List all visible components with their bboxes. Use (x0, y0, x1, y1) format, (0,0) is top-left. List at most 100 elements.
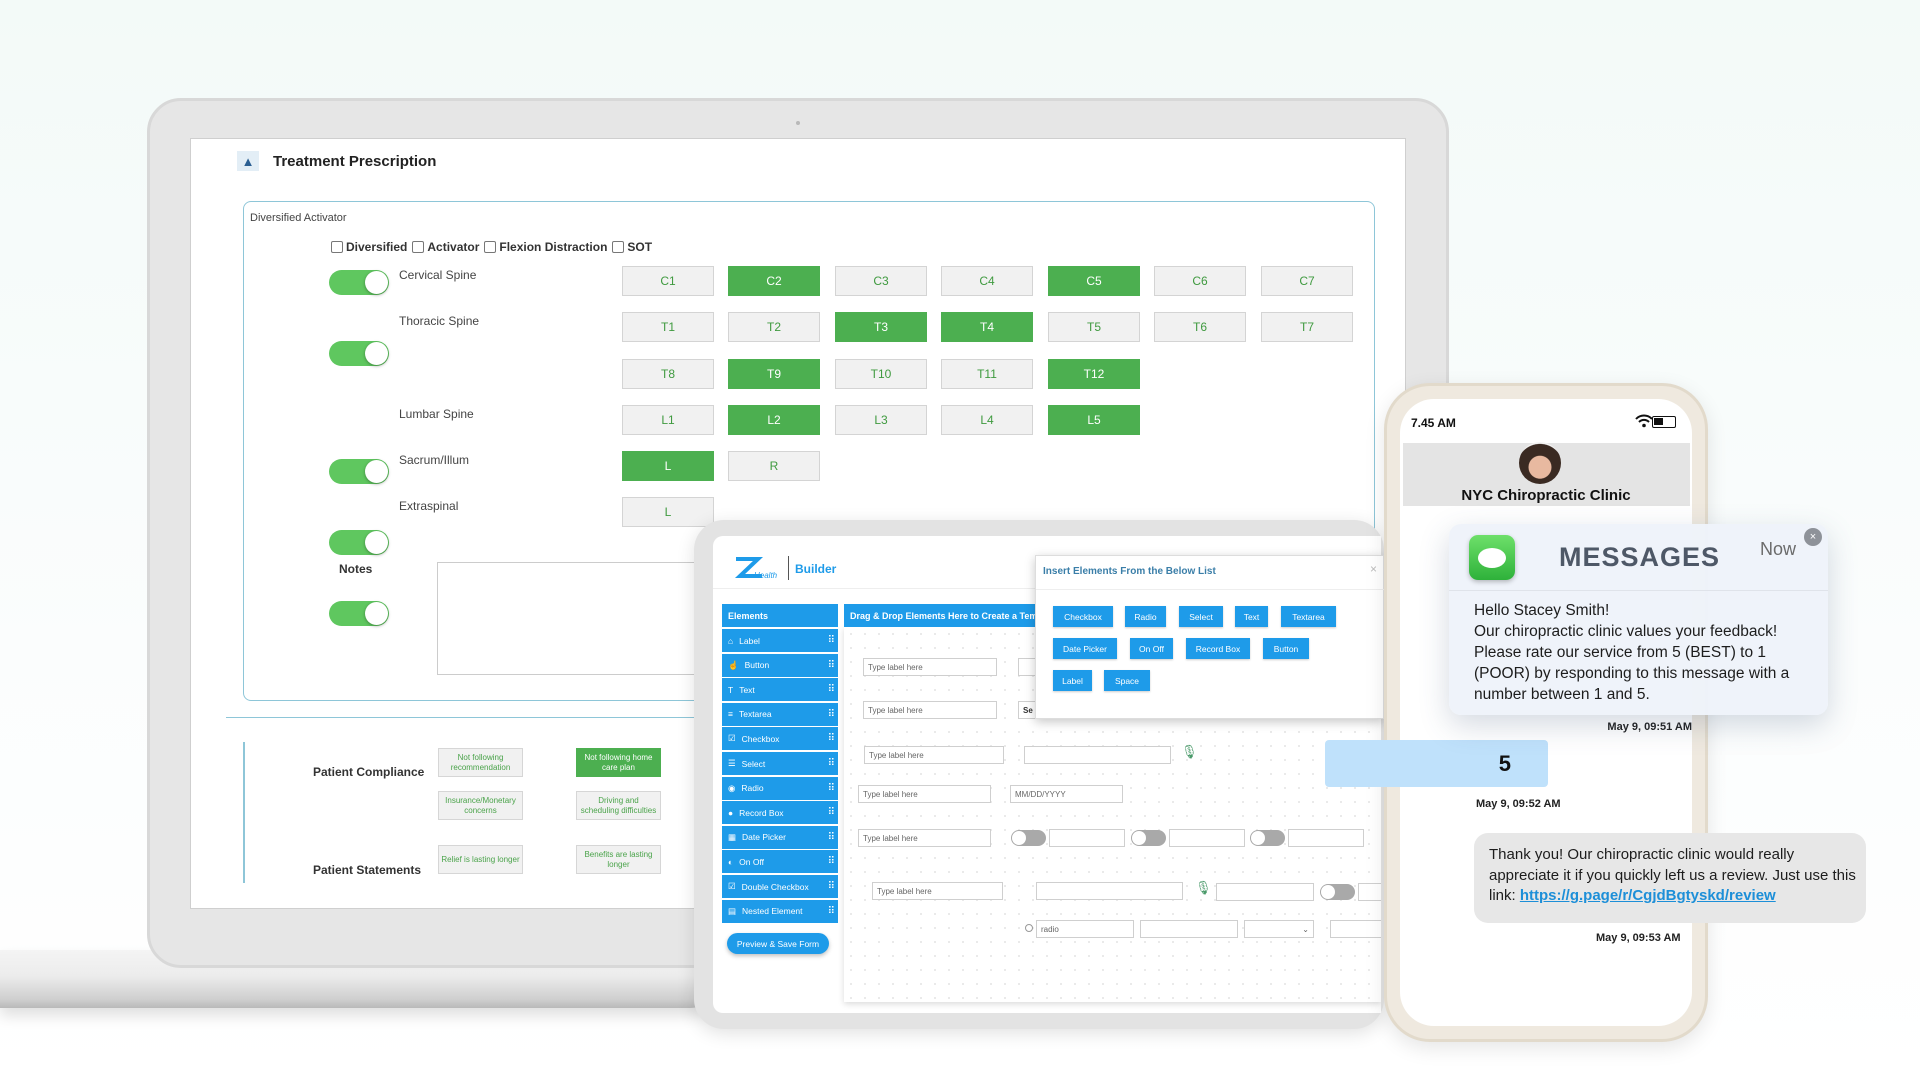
spine-toggle[interactable] (329, 270, 389, 295)
vertebra-button[interactable]: T11 (941, 359, 1033, 389)
notes-textarea[interactable] (437, 562, 737, 675)
label-input[interactable]: Type label here (858, 829, 991, 847)
element-item[interactable]: T Text ⠿ (722, 678, 838, 702)
radio-input[interactable]: radio (1036, 920, 1134, 938)
element-item[interactable]: ▦ Date Picker ⠿ (722, 825, 838, 849)
drag-handle-icon[interactable]: ⠿ (827, 807, 835, 819)
vertebra-button[interactable]: C7 (1261, 266, 1353, 296)
vertebra-button[interactable]: C4 (941, 266, 1033, 296)
vertebra-button[interactable]: C1 (622, 266, 714, 296)
drag-handle-icon[interactable]: ⠿ (827, 733, 835, 745)
vertebra-button[interactable]: T3 (835, 312, 927, 342)
vertebra-button[interactable]: T2 (728, 312, 820, 342)
drag-handle-icon[interactable]: ⠿ (827, 758, 835, 769)
drag-handle-icon[interactable]: ⠿ (827, 831, 835, 843)
element-item[interactable]: ⌂ Label ⠿ (722, 629, 838, 652)
drag-handle-icon[interactable]: ⠿ (827, 684, 835, 696)
insert-on-off-button[interactable]: On Off (1130, 638, 1173, 659)
insert-textarea-button[interactable]: Textarea (1281, 606, 1336, 627)
vertebra-button[interactable]: R (728, 451, 820, 481)
toggle-switch[interactable] (1320, 884, 1355, 900)
vertebra-button[interactable]: L2 (728, 405, 820, 435)
textarea-input[interactable] (1036, 882, 1183, 900)
technique-checkbox[interactable] (484, 241, 497, 253)
spine-toggle[interactable] (329, 530, 389, 555)
element-item[interactable]: ☑ Double Checkbox ⠿ (722, 875, 838, 898)
radio-button[interactable] (1025, 924, 1033, 932)
vertebra-button[interactable]: T12 (1048, 359, 1140, 389)
label-input[interactable]: Type label here (864, 746, 1004, 764)
vertebra-button[interactable]: T6 (1154, 312, 1246, 342)
technique-checkbox[interactable] (331, 241, 343, 253)
element-item[interactable]: ☝ Button ⠿ (722, 653, 838, 677)
vertebra-button[interactable]: L1 (622, 405, 714, 435)
compliance-option[interactable]: Not following home care plan (576, 748, 661, 777)
vertebra-button[interactable]: T5 (1048, 312, 1140, 342)
compliance-option[interactable]: Not following recommendation (438, 748, 523, 777)
technique-checkbox[interactable] (612, 241, 625, 253)
date-input[interactable]: MM/DD/YYYY (1010, 785, 1123, 803)
toggle-switch[interactable] (1131, 830, 1166, 846)
element-item[interactable]: ☑ Checkbox ⠿ (722, 727, 838, 751)
label-input[interactable]: Type label here (872, 882, 1003, 900)
statement-option[interactable]: Benefits are lasting longer (576, 845, 661, 874)
element-item[interactable]: ☰ Select ⠿ (722, 752, 838, 775)
message-notification[interactable]: MESSAGES Now × Hello Stacey Smith! Our ch… (1449, 524, 1828, 715)
vertebra-button[interactable]: T10 (835, 359, 927, 389)
preview-save-button[interactable]: Preview & Save Form (727, 933, 829, 954)
toggle-switch[interactable] (1011, 830, 1046, 846)
insert-button-button[interactable]: Button (1263, 638, 1309, 659)
toggle-label-input[interactable] (1169, 829, 1245, 847)
drag-handle-icon[interactable]: ⠿ (827, 856, 835, 868)
element-item[interactable]: ◉ Radio ⠿ (722, 776, 838, 800)
insert-radio-button[interactable]: Radio (1125, 606, 1166, 627)
vertebra-button[interactable]: L4 (941, 405, 1033, 435)
vertebra-button[interactable]: C5 (1048, 266, 1140, 296)
insert-select-button[interactable]: Select (1179, 606, 1223, 627)
insert-space-button[interactable]: Space (1104, 670, 1150, 691)
element-item[interactable]: ▤ Nested Element ⠿ (722, 899, 838, 923)
vertebra-button[interactable]: T9 (728, 359, 820, 389)
vertebra-button[interactable]: T7 (1261, 312, 1353, 342)
element-item[interactable]: ≡ Textarea ⠿ (722, 702, 838, 726)
close-icon[interactable]: × (1369, 562, 1377, 576)
vertebra-button[interactable]: C2 (728, 266, 820, 296)
drag-handle-icon[interactable]: ⠿ (827, 708, 835, 720)
insert-date-picker-button[interactable]: Date Picker (1053, 638, 1117, 659)
text-input[interactable] (1330, 920, 1381, 938)
chevron-up-icon[interactable]: ▲ (237, 151, 259, 171)
vertebra-button[interactable]: L3 (835, 405, 927, 435)
label-input[interactable]: Type label here (863, 658, 997, 676)
insert-text-button[interactable]: Text (1235, 606, 1268, 627)
vertebra-button[interactable]: L (622, 497, 714, 527)
toggle-label-input[interactable] (1049, 829, 1125, 847)
toggle-switch[interactable] (1250, 830, 1285, 846)
label-input[interactable]: Type label here (858, 785, 991, 803)
spine-toggle[interactable] (329, 601, 389, 626)
text-input[interactable] (1140, 920, 1238, 938)
review-link[interactable]: https://g.page/r/CgjdBgtyskd/review (1519, 887, 1776, 904)
label-input[interactable]: Type label here (863, 701, 997, 719)
insert-record-box-button[interactable]: Record Box (1186, 638, 1250, 659)
drag-handle-icon[interactable]: ⠿ (827, 782, 835, 794)
statement-option[interactable]: Relief is lasting longer (438, 845, 523, 874)
insert-label-button[interactable]: Label (1053, 670, 1092, 691)
drag-handle-icon[interactable]: ⠿ (827, 905, 835, 917)
drag-handle-icon[interactable]: ⠿ (827, 659, 835, 671)
vertebra-button[interactable]: T4 (941, 312, 1033, 342)
element-item[interactable]: ● Record Box ⠿ (722, 801, 838, 825)
technique-checkbox[interactable] (412, 241, 425, 253)
drag-handle-icon[interactable]: ⠿ (827, 881, 835, 892)
close-icon[interactable]: × (1804, 528, 1822, 546)
textarea-input[interactable] (1024, 746, 1171, 764)
drag-handle-icon[interactable]: ⠿ (827, 635, 835, 646)
select-dropdown[interactable]: ⌄ (1244, 920, 1314, 938)
vertebra-button[interactable]: T8 (622, 359, 714, 389)
insert-checkbox-button[interactable]: Checkbox (1053, 606, 1113, 627)
vertebra-button[interactable]: T1 (622, 312, 714, 342)
vertebra-button[interactable]: L5 (1048, 405, 1140, 435)
vertebra-button[interactable]: C3 (835, 266, 927, 296)
spine-toggle[interactable] (329, 459, 389, 484)
compliance-option[interactable]: Insurance/Monetary concerns (438, 791, 523, 820)
spine-toggle[interactable] (329, 341, 389, 366)
